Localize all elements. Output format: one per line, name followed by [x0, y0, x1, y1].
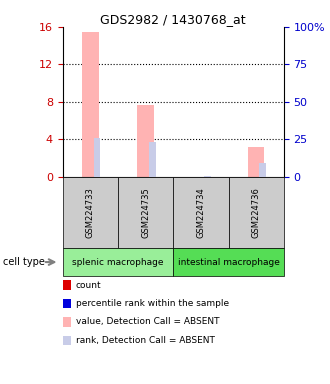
- Bar: [259, 162, 266, 177]
- Bar: [248, 147, 264, 177]
- Bar: [82, 31, 99, 177]
- Text: intestinal macrophage: intestinal macrophage: [178, 258, 280, 266]
- Text: rank, Detection Call = ABSENT: rank, Detection Call = ABSENT: [76, 336, 215, 345]
- Bar: [149, 142, 155, 177]
- Text: GSM224736: GSM224736: [252, 187, 261, 238]
- Bar: [137, 104, 154, 177]
- Text: splenic macrophage: splenic macrophage: [72, 258, 164, 266]
- Text: value, Detection Call = ABSENT: value, Detection Call = ABSENT: [76, 318, 219, 326]
- Bar: [204, 176, 211, 177]
- Title: GDS2982 / 1430768_at: GDS2982 / 1430768_at: [100, 13, 246, 26]
- Text: GSM224733: GSM224733: [86, 187, 95, 238]
- Bar: [94, 138, 100, 177]
- Text: count: count: [76, 281, 102, 290]
- Text: GSM224734: GSM224734: [196, 187, 205, 238]
- Text: GSM224735: GSM224735: [141, 187, 150, 238]
- Text: cell type: cell type: [3, 257, 45, 267]
- Text: percentile rank within the sample: percentile rank within the sample: [76, 299, 229, 308]
